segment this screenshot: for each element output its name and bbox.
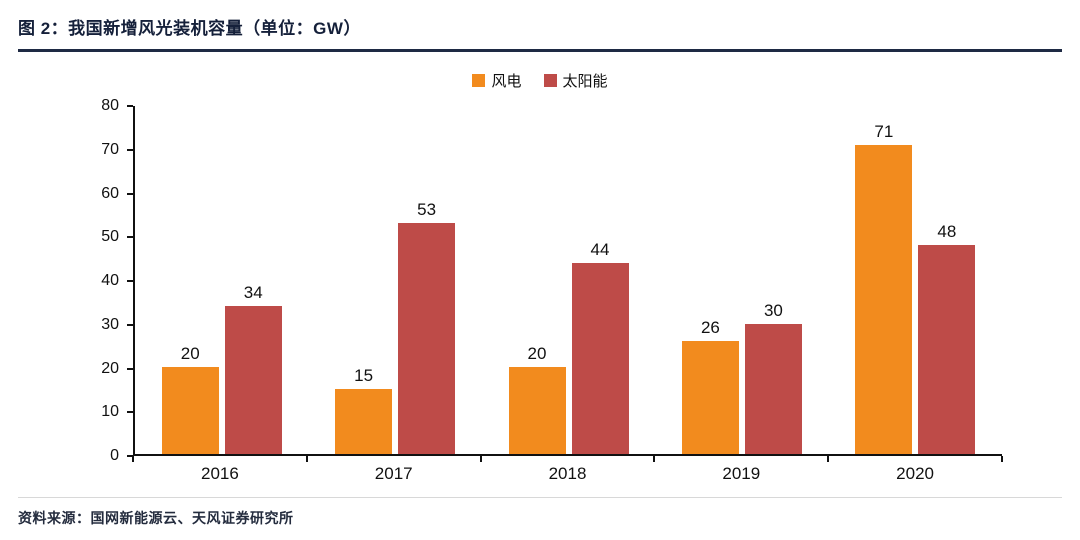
x-tick-label: 2019 [653,456,828,484]
bar-value-label: 44 [590,239,610,259]
legend-swatch-icon [472,73,486,87]
bar-column: 44 [571,106,629,454]
bar [744,323,802,454]
figure-title: 图 2：我国新增风光装机容量（单位：GW） [18,19,361,38]
bar-column: 30 [744,106,802,454]
bar-value-label: 30 [763,300,783,320]
y-tick-mark [127,455,133,457]
chart: 0 10 20 30 40 50 60 70 80 20 34 15 53 20 44 26 30 71 48 2… [18,98,1062,484]
x-axis: 2016 2017 2018 2019 2020 [18,456,1003,484]
bar-group: 20 34 [135,106,308,454]
bar-group: 20 44 [482,106,655,454]
figure-footer: 资料来源：国网新能源云、天风证券研究所 [18,497,1062,528]
plot-area: 20 34 15 53 20 44 26 30 71 48 [133,106,1002,456]
bar-value-label: 20 [527,344,547,363]
bar-value-label: 26 [700,317,720,337]
bar-value-label: 20 [180,344,200,363]
bar [681,340,739,454]
y-tick-mark [127,323,133,326]
legend-item: 风电 [472,70,522,91]
y-tick-label: 10 [101,403,119,421]
y-tick-mark [127,280,133,282]
bar [508,367,566,454]
y-tick-label: 0 [110,447,119,464]
bar-group: 26 30 [655,106,828,454]
bar [918,245,976,454]
legend-label: 太阳能 [562,72,608,90]
bar-column: 20 [161,106,219,454]
bar-group: 15 53 [308,106,481,454]
figure-header: 图 2：我国新增风光装机容量（单位：GW） [18,12,1062,52]
y-tick-label: 40 [101,272,119,289]
x-axis-labels: 2016 2017 2018 2019 2020 [132,456,1003,484]
bar-value-label: 15 [354,365,374,385]
x-tick-label: 2018 [479,456,655,484]
legend-label: 风电 [491,72,522,90]
x-tick-label: 2016 [132,456,307,484]
bar [335,388,393,454]
bar-value-label: 34 [243,283,263,303]
legend-swatch-icon [543,73,557,87]
y-tick-label: 80 [101,97,119,114]
y-tick-label: 50 [101,228,119,246]
bar-group: 71 48 [829,106,1002,454]
x-tick-label: 2017 [305,456,481,484]
bar [855,145,913,454]
chart-row: 0 10 20 30 40 50 60 70 80 20 34 15 53 20 44 26 30 71 48 [18,98,1002,464]
y-tick-mark [127,411,133,414]
bar-column: 15 [335,106,393,454]
bar-column: 20 [508,106,566,454]
legend-item: 太阳能 [543,70,608,91]
bar-column: 48 [918,106,976,454]
bar-column: 26 [681,106,739,454]
chart-legend: 风电 太阳能 [18,70,1062,90]
bar [571,262,629,454]
bar-column: 53 [398,106,456,454]
y-tick-mark [127,148,133,151]
bar [224,306,282,454]
bar-value-label: 53 [417,200,437,220]
bar-column: 71 [855,106,913,454]
bar [398,223,456,454]
y-tick-label: 30 [101,315,119,333]
y-tick-mark [127,192,133,195]
y-tick-label: 60 [101,184,119,202]
y-tick-mark [127,236,133,239]
y-tick-mark [127,367,133,370]
bar-column: 34 [224,106,282,454]
source-text: 资料来源：国网新能源云、天风证券研究所 [18,510,294,526]
y-tick-mark [127,105,133,107]
y-axis: 0 10 20 30 40 50 60 70 80 [18,98,133,464]
bar-value-label: 48 [937,222,957,242]
bar [161,367,219,454]
y-tick-label: 70 [101,140,119,158]
y-tick-label: 20 [101,359,119,377]
x-tick-label: 2020 [827,456,1002,484]
bar-value-label: 71 [874,122,894,142]
